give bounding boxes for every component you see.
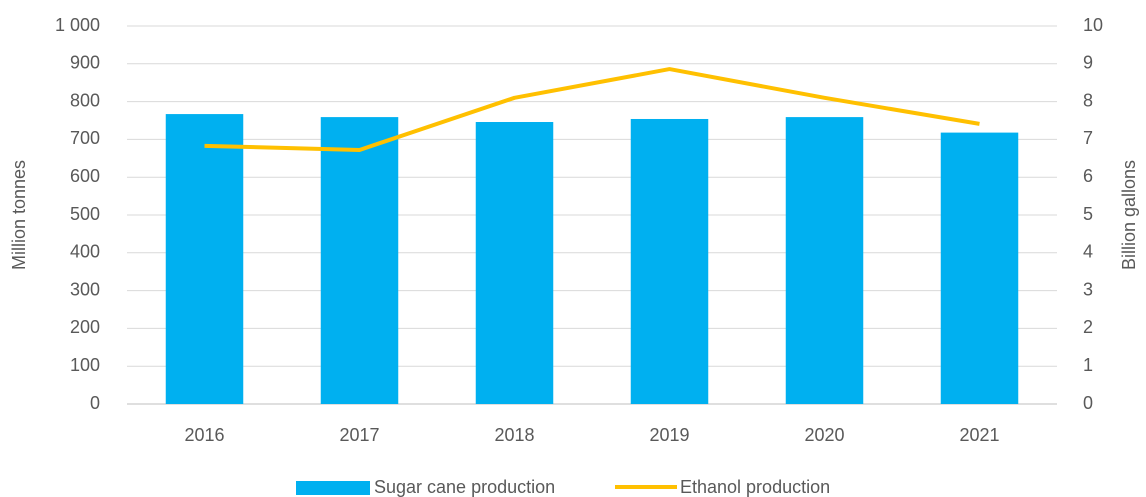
x-tick-label: 2017 xyxy=(339,425,379,445)
y-tick-label: 0 xyxy=(90,393,100,413)
y2-tick-label: 6 xyxy=(1083,166,1093,186)
bar xyxy=(475,122,554,405)
y-tick-label: 900 xyxy=(70,53,100,73)
y-tick-label: 600 xyxy=(70,166,100,186)
y-tick-label: 1 000 xyxy=(55,15,100,35)
y2-tick-label: 10 xyxy=(1083,15,1103,35)
y2-tick-label: 1 xyxy=(1083,355,1093,375)
y2-tick-label: 4 xyxy=(1083,242,1093,262)
legend-label: Ethanol production xyxy=(680,477,830,497)
y-tick-label: 300 xyxy=(70,279,100,299)
bar xyxy=(630,118,709,404)
y-axis-title: Million tonnes xyxy=(9,160,29,270)
bar xyxy=(785,117,864,405)
y2-tick-label: 0 xyxy=(1083,393,1093,413)
x-tick-label: 2020 xyxy=(804,425,844,445)
y-tick-label: 700 xyxy=(70,128,100,148)
y-tick-label: 800 xyxy=(70,90,100,110)
y-tick-label: 200 xyxy=(70,317,100,337)
y-tick-label: 500 xyxy=(70,204,100,224)
x-tick-label: 2019 xyxy=(649,425,689,445)
x-tick-label: 2018 xyxy=(494,425,534,445)
y-tick-label: 400 xyxy=(70,242,100,262)
bar xyxy=(320,117,399,405)
x-tick-label: 2016 xyxy=(184,425,224,445)
y2-tick-label: 8 xyxy=(1083,90,1093,110)
y2-tick-label: 9 xyxy=(1083,53,1093,73)
y2-axis-title: Billion gallons xyxy=(1119,160,1139,270)
y-tick-label: 100 xyxy=(70,355,100,375)
x-tick-label: 2021 xyxy=(959,425,999,445)
bar xyxy=(940,132,1019,404)
y2-tick-label: 7 xyxy=(1083,128,1093,148)
y2-tick-label: 2 xyxy=(1083,317,1093,337)
legend-swatch xyxy=(296,481,370,495)
y2-tick-label: 3 xyxy=(1083,279,1093,299)
y2-tick-label: 5 xyxy=(1083,204,1093,224)
line xyxy=(204,67,980,152)
bar xyxy=(165,114,244,404)
legend-label: Sugar cane production xyxy=(374,477,555,497)
